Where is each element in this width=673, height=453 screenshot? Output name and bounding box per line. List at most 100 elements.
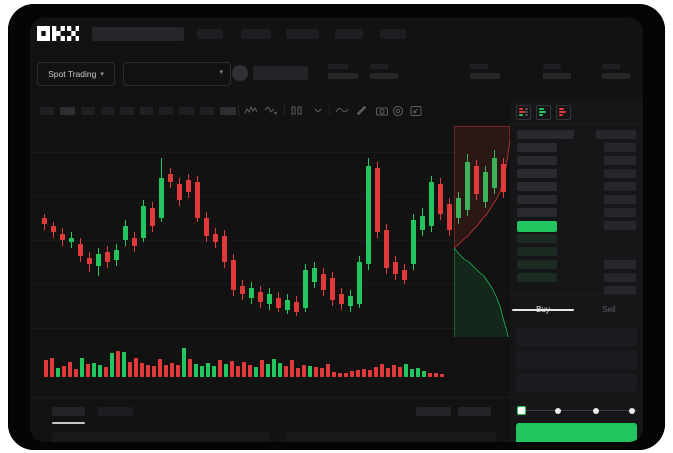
okx-logo[interactable] bbox=[37, 26, 79, 42]
volume-bar bbox=[248, 365, 252, 377]
nav-search-placeholder[interactable] bbox=[92, 27, 184, 41]
candle-body bbox=[402, 270, 407, 280]
nav-item-4[interactable] bbox=[335, 29, 363, 39]
volume-bar bbox=[386, 368, 390, 377]
chart-gridline-5 bbox=[30, 328, 460, 329]
timeframe-option-6[interactable] bbox=[140, 107, 153, 115]
magnet-icon[interactable] bbox=[355, 104, 369, 117]
template-icon[interactable] bbox=[290, 104, 304, 117]
slider-step-50[interactable] bbox=[593, 407, 599, 414]
order-price-input[interactable] bbox=[516, 328, 637, 346]
timeframe-option-8[interactable] bbox=[179, 107, 194, 115]
timeframe-option-10[interactable] bbox=[220, 107, 236, 115]
timeframe-option-4[interactable] bbox=[101, 107, 114, 115]
tab-buy[interactable]: Buy bbox=[510, 305, 576, 314]
candle-body bbox=[42, 218, 47, 224]
candle-body bbox=[249, 288, 254, 298]
stat-value bbox=[470, 73, 500, 79]
candle-body bbox=[159, 178, 164, 218]
order-book-ask-row[interactable] bbox=[517, 169, 557, 178]
candle-body bbox=[393, 262, 398, 274]
volume-bar bbox=[110, 353, 114, 377]
nav-item-2[interactable] bbox=[241, 29, 271, 39]
amount-percentage-slider[interactable] bbox=[517, 406, 637, 415]
order-book-bid-row[interactable] bbox=[517, 260, 557, 269]
orders-action-2[interactable] bbox=[458, 407, 491, 416]
volume-bar bbox=[332, 372, 336, 377]
candle-body bbox=[168, 174, 173, 182]
candle-body bbox=[213, 234, 218, 242]
chevron-down-icon[interactable] bbox=[312, 104, 324, 117]
slider-step-25[interactable] bbox=[555, 407, 561, 414]
order-book-quantity-cell bbox=[604, 208, 636, 217]
timeframe-option-3[interactable] bbox=[81, 107, 95, 115]
order-book-quantity-cell bbox=[604, 273, 636, 282]
stat-label bbox=[370, 64, 388, 69]
order-book-ask-row[interactable] bbox=[517, 208, 557, 217]
trading-mode-selector[interactable]: Spot Trading ▾ bbox=[37, 62, 115, 86]
candle-body bbox=[330, 278, 335, 300]
volume-histogram bbox=[30, 337, 510, 397]
volume-bar bbox=[434, 373, 438, 377]
candle-body bbox=[474, 166, 479, 194]
volume-bar bbox=[308, 366, 312, 377]
order-book-quantity-cell bbox=[604, 156, 636, 165]
nav-item-5[interactable] bbox=[380, 29, 406, 39]
candle-body bbox=[267, 294, 272, 304]
place-buy-order-button[interactable] bbox=[516, 423, 637, 442]
volume-bar bbox=[86, 364, 90, 377]
orderbook-asks-icon[interactable] bbox=[556, 105, 571, 120]
slider-handle[interactable] bbox=[517, 406, 526, 415]
order-book-ask-row[interactable] bbox=[517, 156, 557, 165]
nav-item-3[interactable] bbox=[286, 29, 319, 39]
timeframe-option-2[interactable] bbox=[60, 107, 75, 115]
device-frame: Spot Trading ▾ ▾ bbox=[8, 4, 665, 450]
order-book-bid-row[interactable] bbox=[517, 247, 557, 256]
settings-icon[interactable] bbox=[391, 104, 405, 117]
order-book-ask-row[interactable] bbox=[517, 182, 557, 191]
trading-pair-select[interactable]: ▾ bbox=[123, 62, 231, 86]
line-style-icon[interactable] bbox=[335, 104, 349, 117]
market-stat-4 bbox=[543, 64, 571, 79]
order-book-divider bbox=[510, 124, 643, 125]
volume-bar bbox=[62, 366, 66, 377]
volume-bar bbox=[50, 358, 54, 377]
order-book-ask-row[interactable] bbox=[517, 130, 574, 139]
orderbook-bids-icon[interactable] bbox=[536, 105, 551, 120]
orders-tab-history[interactable] bbox=[98, 407, 133, 416]
candle-body bbox=[276, 298, 281, 308]
order-book-bid-row[interactable] bbox=[517, 234, 557, 243]
buy-tab-underline bbox=[512, 309, 574, 311]
candle-body bbox=[303, 270, 308, 308]
candle-body bbox=[294, 302, 299, 312]
fullscreen-icon[interactable] bbox=[409, 104, 423, 117]
orderbook-both-icon[interactable] bbox=[516, 105, 531, 120]
timeframe-option-9[interactable] bbox=[200, 107, 214, 115]
order-book-ask-row[interactable] bbox=[517, 143, 557, 152]
timeframe-option-5[interactable] bbox=[120, 107, 134, 115]
camera-icon[interactable] bbox=[375, 104, 389, 117]
candle-body bbox=[60, 234, 65, 240]
nav-item-1[interactable] bbox=[197, 29, 223, 39]
order-book-last-row[interactable] bbox=[517, 221, 557, 232]
volume-bar bbox=[272, 359, 276, 377]
indicator-icon[interactable] bbox=[244, 104, 258, 117]
orders-tab-open[interactable] bbox=[52, 407, 85, 416]
order-book-bid-row[interactable] bbox=[517, 273, 557, 282]
tab-sell[interactable]: Sell bbox=[576, 305, 642, 314]
timeframe-option-7[interactable] bbox=[159, 107, 173, 115]
candle-body bbox=[348, 296, 353, 306]
order-book-quantity-cell bbox=[596, 130, 636, 139]
order-book-quantity-cell bbox=[604, 182, 636, 191]
volume-bar bbox=[266, 364, 270, 377]
orders-action-1[interactable] bbox=[416, 407, 451, 416]
candle-body bbox=[132, 238, 137, 246]
candle-body bbox=[150, 208, 155, 226]
order-amount-input[interactable] bbox=[516, 351, 637, 369]
timeframe-option-1[interactable] bbox=[40, 107, 54, 115]
slider-step-75[interactable] bbox=[629, 407, 635, 414]
order-book-ask-row[interactable] bbox=[517, 195, 557, 204]
compare-icon[interactable] bbox=[264, 104, 278, 117]
app-screen: Spot Trading ▾ ▾ bbox=[30, 18, 643, 442]
order-total-input[interactable] bbox=[516, 374, 637, 392]
